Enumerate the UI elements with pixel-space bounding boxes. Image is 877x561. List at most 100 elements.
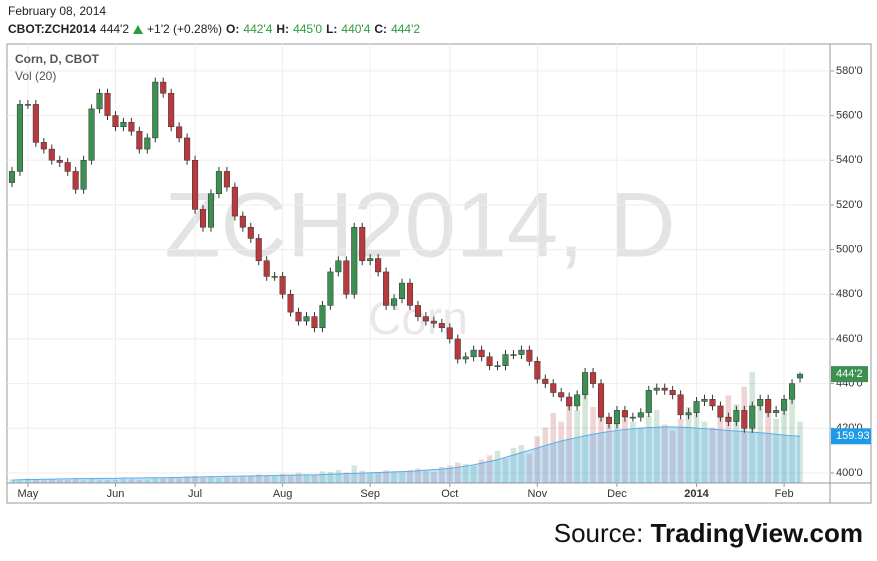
volume-ma-line <box>11 426 801 481</box>
volume-bar <box>446 465 453 483</box>
candle-body <box>701 398 708 402</box>
y-tick-label: 460'0 <box>836 333 863 345</box>
volume-bar <box>789 395 795 483</box>
volume-bar <box>208 476 214 483</box>
candle-body <box>199 209 207 228</box>
x-tick-label: Oct <box>441 488 458 500</box>
volume-bar <box>542 427 549 483</box>
candle-body <box>32 104 39 143</box>
volume-bar <box>112 479 119 483</box>
candle-body <box>773 410 780 413</box>
x-tick-label: Feb <box>775 488 794 500</box>
candle-body <box>796 373 804 379</box>
volume-bar <box>375 471 381 483</box>
volume-bar <box>717 410 724 483</box>
candle-body <box>494 365 501 367</box>
volume-bar <box>741 386 748 483</box>
candle-body <box>526 349 533 362</box>
candle-body <box>502 354 509 366</box>
volume-bar <box>606 424 612 483</box>
volume-bar <box>128 479 135 483</box>
volume-bar <box>160 478 167 483</box>
source-prefix: Source: <box>553 518 644 548</box>
candle-body <box>414 305 421 317</box>
candle-body <box>223 171 230 188</box>
candle-body <box>566 396 573 407</box>
open: 442'4 <box>243 22 273 36</box>
volume-bar <box>327 471 334 483</box>
candle-body <box>550 383 557 393</box>
volume-bar <box>630 421 636 483</box>
volume-bar <box>319 471 326 483</box>
candle-body <box>582 372 589 396</box>
volume-bar <box>56 479 63 483</box>
volume-bar <box>598 415 604 483</box>
candle-body <box>669 390 676 396</box>
low: 440'4 <box>341 22 371 36</box>
high-label: H: <box>276 22 290 36</box>
candle-body <box>462 356 469 360</box>
chart: ZCH2014, D Corn 400'0420'0440'0460'0480'… <box>6 43 872 504</box>
candle-body <box>255 238 262 262</box>
volume-bar <box>669 430 676 483</box>
volume-marker-label: 159.93 <box>836 430 870 442</box>
volume-bar <box>104 480 111 483</box>
candle-body <box>661 387 668 391</box>
candle-body <box>621 410 628 418</box>
candle-body <box>637 412 644 418</box>
volume-bar <box>486 455 493 483</box>
candle-body <box>605 416 613 425</box>
candle-body <box>486 356 493 366</box>
candle-body <box>470 349 477 358</box>
candle-body <box>104 92 111 116</box>
candle-body <box>247 227 254 239</box>
candle-body <box>359 227 366 262</box>
volume-bar <box>590 407 596 483</box>
candle-body <box>287 294 294 313</box>
y-tick-label: 480'0 <box>836 288 863 300</box>
volume-bar <box>566 401 572 483</box>
volume-bar <box>423 470 429 483</box>
volume-bar <box>574 410 580 483</box>
candle-body <box>422 316 429 322</box>
volume-bar <box>622 418 628 483</box>
candle-body <box>64 162 71 172</box>
volume-bar <box>287 475 294 483</box>
x-tick-label: Dec <box>607 488 627 500</box>
volume-bar <box>240 476 246 483</box>
candle-body <box>574 394 581 407</box>
candle-body <box>351 227 358 295</box>
volume-bar <box>677 418 684 483</box>
candle-body <box>8 171 16 183</box>
candle-body <box>343 260 350 295</box>
candle-body <box>391 298 398 306</box>
candle-body <box>16 104 23 172</box>
volume-bar <box>9 479 15 483</box>
candle-body <box>311 316 318 329</box>
volume-bar <box>526 453 533 483</box>
candle-body <box>112 115 119 127</box>
volume-ma-area <box>11 426 801 483</box>
volume-bar <box>17 480 23 483</box>
candle-body <box>733 410 740 422</box>
volume-bar <box>661 424 668 483</box>
source-name: TradingView.com <box>650 518 863 548</box>
volume-bar <box>72 479 79 483</box>
volume-bar <box>255 474 262 483</box>
up-arrow <box>133 24 144 34</box>
volume-bar <box>701 421 708 483</box>
candle-body <box>279 276 286 295</box>
candle-body <box>558 392 565 398</box>
volume-bar <box>224 475 230 483</box>
volume-bar <box>359 470 366 483</box>
candle-body <box>725 416 732 422</box>
candle-body <box>144 137 151 150</box>
candle-body <box>454 338 461 360</box>
volume-bar <box>311 474 318 483</box>
volume-bar <box>757 407 764 483</box>
candle-body <box>207 193 215 228</box>
volume-bar <box>176 478 182 483</box>
watermark: ZCH2014, D <box>164 174 675 276</box>
candle-body <box>375 258 382 273</box>
candle-body <box>335 260 342 273</box>
